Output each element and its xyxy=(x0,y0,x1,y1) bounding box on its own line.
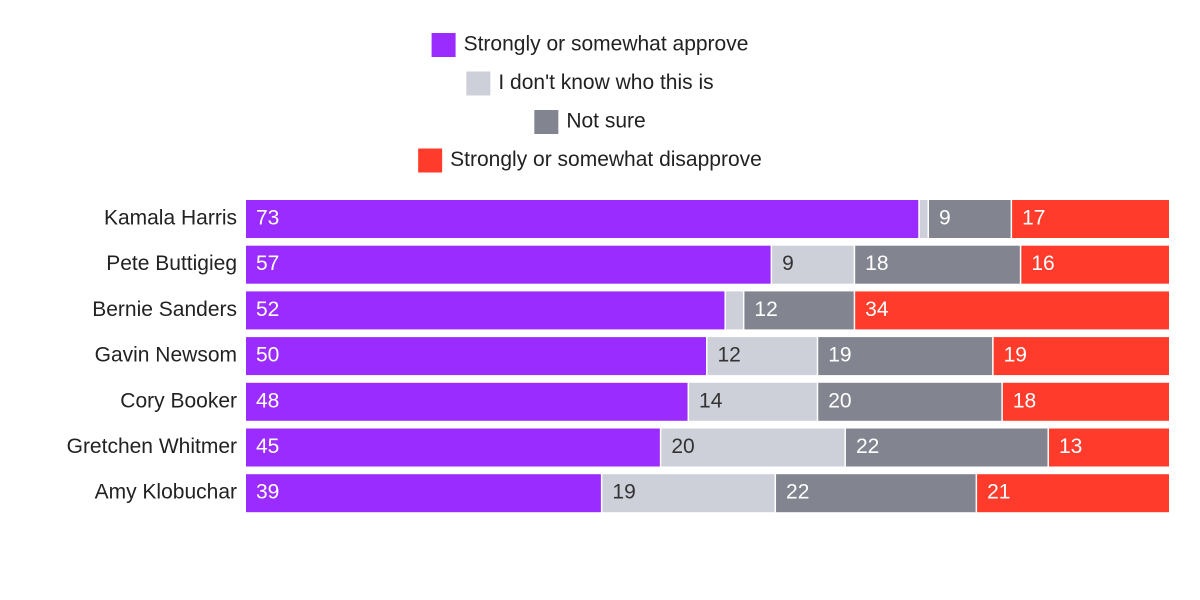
bar-segment-strongly-or-somewhat-disapprove xyxy=(993,337,1169,376)
bar-segment-strongly-or-somewhat-disapprove xyxy=(977,474,1169,513)
bar-segment-strongly-or-somewhat-approve xyxy=(246,428,660,467)
legend-label: Strongly or somewhat disapprove xyxy=(450,148,762,171)
data-label: 21 xyxy=(987,481,1010,504)
bar-row-gretchen-whitmer: 45 20 22 13 xyxy=(246,428,1169,467)
data-label: 45 xyxy=(256,435,279,458)
category-label-kamala-harris: Kamala Harris xyxy=(104,207,237,230)
bar-segment-strongly-or-somewhat-approve xyxy=(246,337,706,376)
legend-swatch xyxy=(418,148,443,173)
data-label: 9 xyxy=(782,252,794,275)
legend-label: I don't know who this is xyxy=(498,71,713,94)
data-label: 57 xyxy=(256,252,279,275)
bar-segment-not-sure xyxy=(744,291,854,330)
bar-segment-strongly-or-somewhat-approve xyxy=(246,291,725,330)
data-label: 17 xyxy=(1022,207,1045,230)
bar-row-amy-klobuchar: 39 19 22 21 xyxy=(246,474,1169,513)
data-label: 12 xyxy=(754,298,777,321)
data-label: 19 xyxy=(612,481,635,504)
legend-label: Strongly or somewhat approve xyxy=(464,33,749,56)
bar-segment-strongly-or-somewhat-approve xyxy=(246,474,601,513)
bar-segment-strongly-or-somewhat-disapprove xyxy=(1002,382,1169,421)
bar-segment-i-don-t-know-who-this-is xyxy=(602,474,775,513)
legend-swatch xyxy=(466,71,491,96)
data-label: 50 xyxy=(256,344,279,367)
legend-item-strongly-or-somewhat-disapprove: Strongly or somewhat disapprove xyxy=(418,148,762,173)
data-label: 16 xyxy=(1031,252,1054,275)
data-label: 14 xyxy=(699,389,723,412)
bar-segment-not-sure xyxy=(929,200,1011,238)
data-label: 12 xyxy=(718,344,741,367)
data-label: 13 xyxy=(1059,435,1082,458)
data-label: 18 xyxy=(1013,389,1036,412)
bar-segment-i-don-t-know-who-this-is xyxy=(772,245,854,284)
bar-row-cory-booker: 48 14 20 18 xyxy=(246,382,1169,421)
category-label-gavin-newsom: Gavin Newsom xyxy=(95,344,237,367)
category-label-amy-klobuchar: Amy Klobuchar xyxy=(95,481,237,504)
data-label: 39 xyxy=(256,481,279,504)
legend-item-not-sure: Not sure xyxy=(534,110,646,134)
category-label-pete-buttigieg: Pete Buttigieg xyxy=(106,252,237,275)
data-label: 22 xyxy=(856,435,879,458)
bar-row-bernie-sanders: 52 12 34 xyxy=(246,291,1169,330)
data-label: 18 xyxy=(865,252,888,275)
legend-item-i-don-t-know-who-this-is: I don't know who this is xyxy=(466,71,714,96)
data-label: 20 xyxy=(671,435,694,458)
data-label: 9 xyxy=(939,207,951,230)
category-label-gretchen-whitmer: Gretchen Whitmer xyxy=(67,435,237,458)
category-label-cory-booker: Cory Booker xyxy=(120,389,237,412)
data-label: 20 xyxy=(828,389,851,412)
bar-segment-strongly-or-somewhat-approve xyxy=(246,200,919,238)
legend-label: Not sure xyxy=(566,110,645,133)
bar-segment-not-sure xyxy=(845,428,1048,467)
bar-segment-strongly-or-somewhat-disapprove xyxy=(1049,428,1169,467)
bar-segment-not-sure xyxy=(818,337,993,376)
bar-segment-i-don-t-know-who-this-is xyxy=(707,337,817,376)
bar-row-kamala-harris: 73 9 17 xyxy=(246,200,1169,238)
bar-segment-i-don-t-know-who-this-is xyxy=(725,291,743,330)
bar-segment-strongly-or-somewhat-disapprove xyxy=(1012,200,1169,238)
bar-segment-strongly-or-somewhat-disapprove xyxy=(1021,245,1169,284)
data-label: 19 xyxy=(1004,344,1027,367)
data-label: 73 xyxy=(256,207,279,230)
category-labels: Kamala Harris Pete Buttigieg Bernie Sander… xyxy=(67,207,237,504)
legend-swatch xyxy=(534,110,559,134)
category-label-bernie-sanders: Bernie Sanders xyxy=(92,298,237,321)
bar-segment-i-don-t-know-who-this-is xyxy=(919,200,928,238)
bar-segment-not-sure xyxy=(818,382,1002,421)
bar-segment-i-don-t-know-who-this-is xyxy=(661,428,845,467)
bar-segment-not-sure xyxy=(776,474,976,513)
legend-item-strongly-or-somewhat-approve: Strongly or somewhat approve xyxy=(431,33,749,57)
bar-segment-strongly-or-somewhat-approve xyxy=(246,382,688,421)
bar-segment-not-sure xyxy=(855,245,1020,284)
data-label: 52 xyxy=(256,298,279,321)
data-label: 19 xyxy=(828,344,851,367)
legend-swatch xyxy=(431,33,456,57)
bar-row-pete-buttigieg: 57 9 18 16 xyxy=(246,245,1169,284)
legend: Strongly or somewhat approve I don't know… xyxy=(418,33,762,173)
data-label: 22 xyxy=(786,481,809,504)
data-label: 48 xyxy=(256,389,279,412)
data-label: 34 xyxy=(865,298,889,321)
bar-segment-strongly-or-somewhat-disapprove xyxy=(855,291,1169,330)
bar-row-gavin-newsom: 50 12 19 19 xyxy=(246,337,1169,376)
bar-segment-i-don-t-know-who-this-is xyxy=(689,382,817,421)
bar-segment-strongly-or-somewhat-approve xyxy=(246,245,771,284)
